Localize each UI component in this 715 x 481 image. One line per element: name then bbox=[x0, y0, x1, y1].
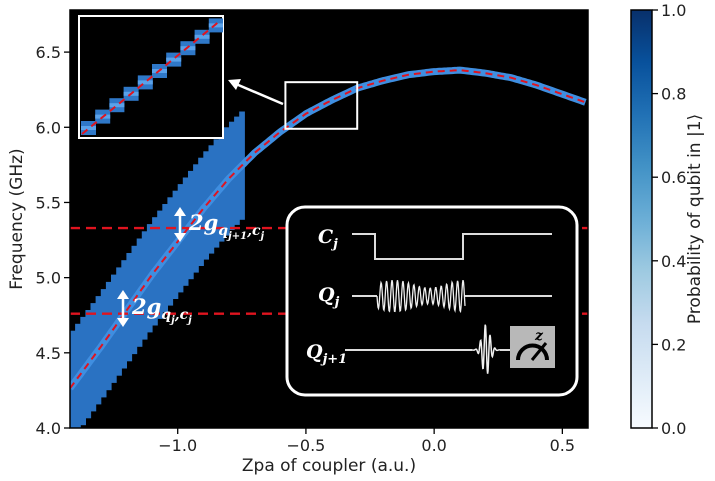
x-axis-label: Zpa of coupler (a.u.) bbox=[242, 456, 416, 476]
x-tick-label: 0.5 bbox=[550, 436, 575, 455]
y-axis-label: Frequency (GHz) bbox=[7, 148, 27, 289]
colorbar-tick-label: 0.4 bbox=[661, 252, 686, 271]
colorbar-tick-label: 0.0 bbox=[661, 419, 686, 438]
fit-dashed-curve bbox=[70, 69, 586, 389]
svg-text:z: z bbox=[534, 328, 544, 344]
y-tick-label: 4.5 bbox=[36, 344, 61, 363]
colorbar-ticks: 0.0 0.2 0.4 0.6 0.8 1.0 bbox=[652, 1, 686, 438]
y-axis-ticks: 4.0 4.5 5.0 5.5 6.0 6.5 bbox=[36, 43, 70, 438]
colorbar-tick-label: 0.6 bbox=[661, 168, 686, 187]
axes-frame bbox=[69, 9, 589, 429]
y-tick-label: 6.0 bbox=[36, 118, 61, 137]
x-tick-label: 0.0 bbox=[421, 436, 446, 455]
x-axis-ticks: −1.0 −0.5 0.0 0.5 bbox=[158, 428, 575, 455]
y-tick-label: 4.0 bbox=[36, 419, 61, 438]
coupling-upper-annotation: 2gqj+1,cj bbox=[174, 207, 264, 242]
zoom-arrowhead bbox=[228, 79, 241, 90]
pulse-row-3-label: Qj+1 bbox=[306, 341, 347, 367]
measurement-meter-icon: z bbox=[510, 326, 555, 368]
zoom-step-highlight bbox=[81, 126, 96, 130]
x-tick-label: −1.0 bbox=[158, 436, 197, 455]
x-tick-label: −0.5 bbox=[286, 436, 325, 455]
qubit-j-oscillation bbox=[376, 279, 466, 314]
colorbar-tick-label: 0.2 bbox=[661, 335, 686, 354]
zoom-arrow bbox=[235, 82, 284, 106]
zoom-inset-fit-line bbox=[81, 19, 222, 135]
zoom-step-highlight bbox=[109, 103, 125, 108]
colorbar bbox=[630, 9, 653, 429]
pulse-sequence-inset: Cj Qj Qj+1 z bbox=[285, 205, 579, 397]
coupling-lower-label: 2gqj,cj bbox=[131, 294, 192, 326]
y-tick-label: 6.5 bbox=[36, 43, 61, 62]
colorbar-tick-label: 0.8 bbox=[661, 85, 686, 104]
coupling-lower-annotation: 2gqj,cj bbox=[117, 290, 192, 327]
pulse-row-2-label: Qj bbox=[318, 284, 340, 310]
colorbar-label: Probability of qubit in |1⟩ bbox=[685, 114, 705, 324]
zoom-step-highlight bbox=[166, 57, 182, 62]
qubit-j1-readout-pulse bbox=[472, 324, 501, 374]
pulse-row-1-label: Cj bbox=[318, 226, 338, 252]
colorbar-tick-label: 1.0 bbox=[661, 1, 686, 20]
zoom-step-highlight bbox=[194, 34, 210, 39]
y-tick-label: 5.0 bbox=[36, 269, 61, 288]
zoom-step-highlight bbox=[137, 80, 153, 85]
coupling-upper-label: 2gqj+1,cj bbox=[188, 210, 264, 242]
coupler-pulse-trace bbox=[352, 233, 552, 260]
zoom-region-box bbox=[284, 81, 359, 130]
y-tick-label: 5.5 bbox=[36, 193, 61, 212]
